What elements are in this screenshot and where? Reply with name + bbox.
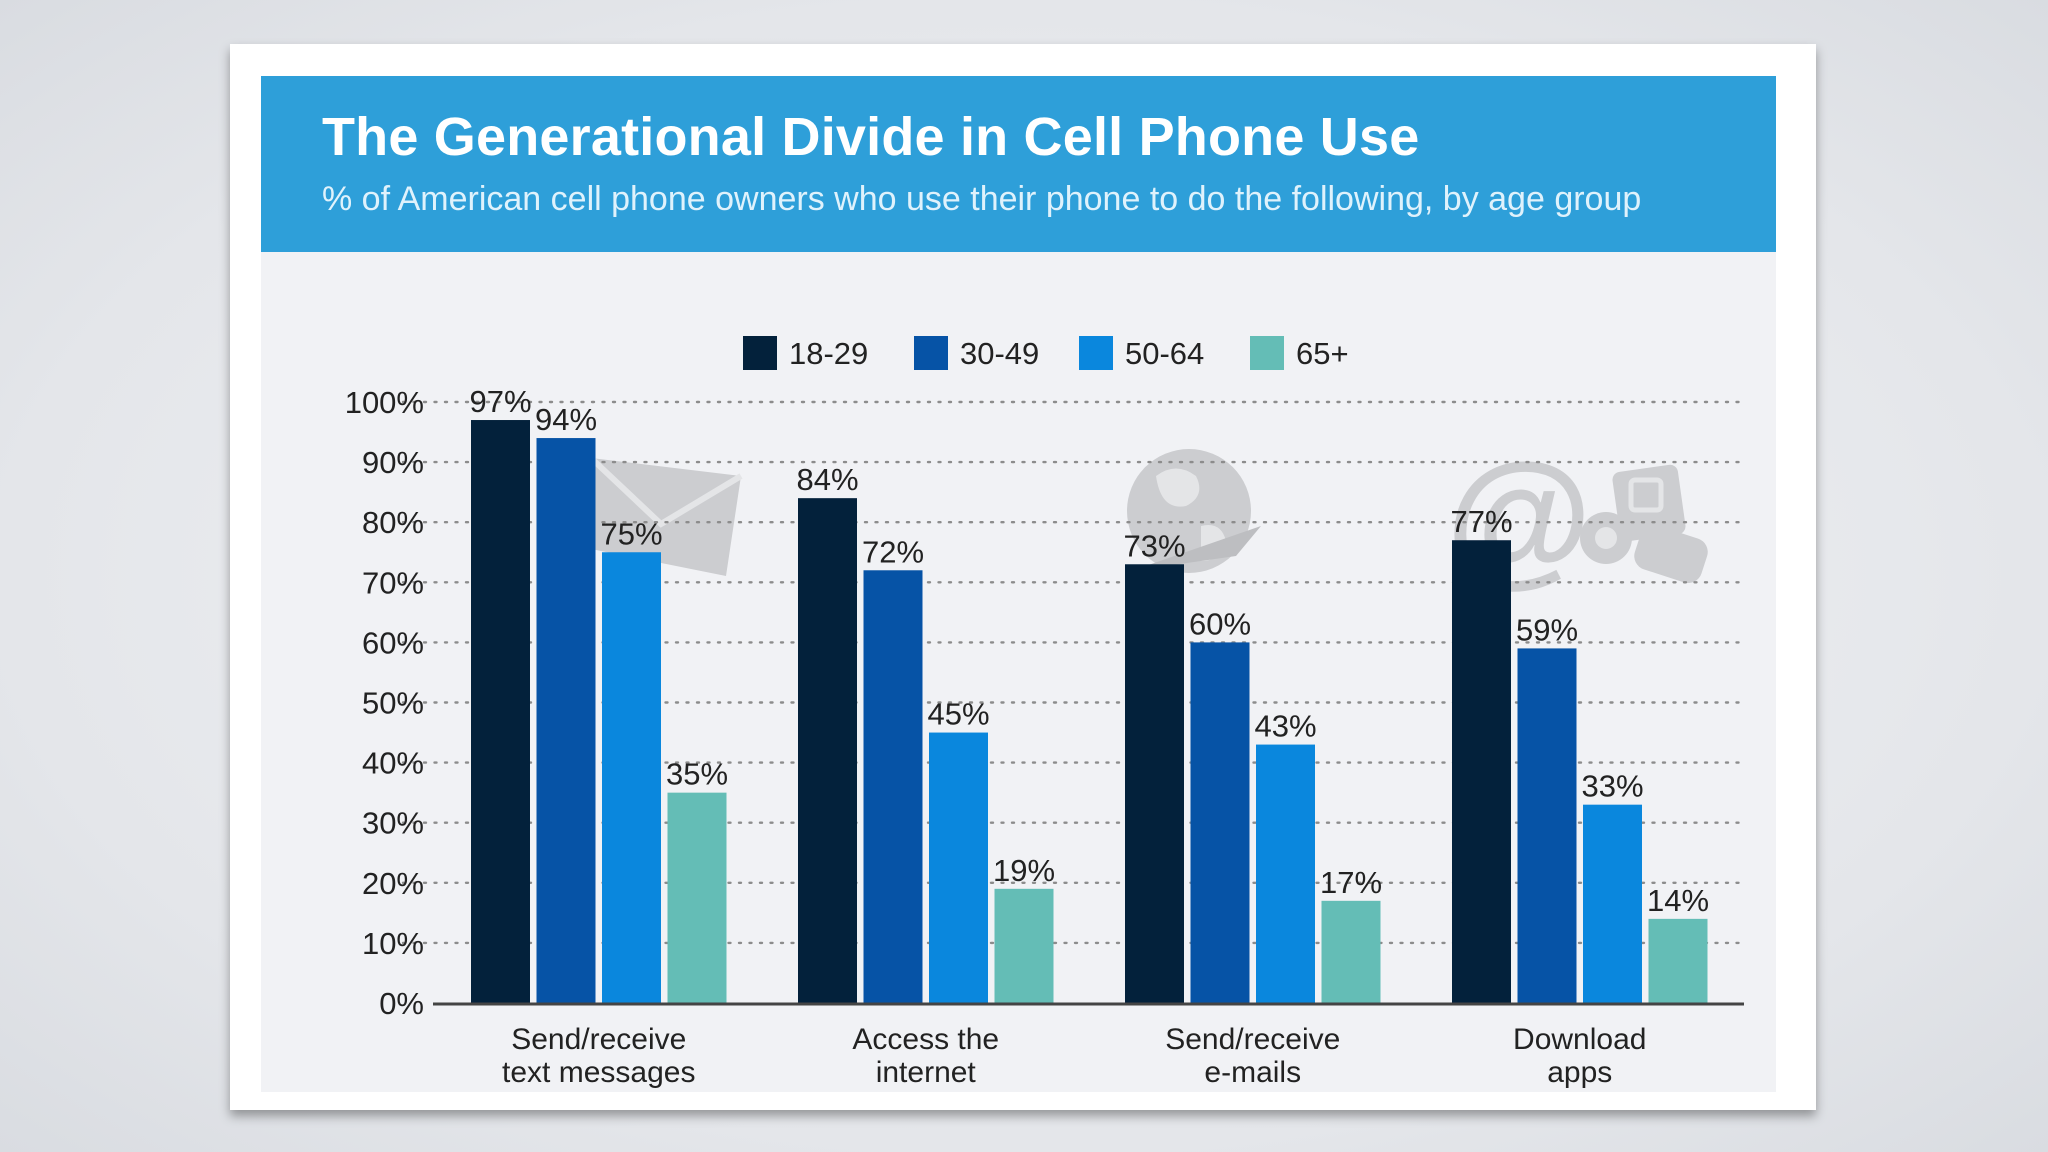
y-tick-label: 10% (362, 926, 424, 961)
bar-30-49-3 (1517, 648, 1577, 1003)
y-tick-label: 100% (345, 385, 424, 420)
legend-item: 50-64 (1079, 336, 1204, 371)
bar-18-29-2 (1125, 564, 1184, 1003)
x-category-label: Access the (852, 1023, 999, 1056)
x-category-label: internet (876, 1056, 977, 1089)
bar-30-49-2 (1190, 642, 1250, 1003)
data-label: 72% (862, 534, 924, 569)
x-category-label: Send/receive (1165, 1023, 1340, 1056)
bar-18-29-1 (798, 498, 857, 1003)
globe-plane-icon (1127, 449, 1261, 573)
data-label: 33% (1581, 769, 1643, 804)
slide-frame: The Generational Divide in Cell Phone Us… (230, 44, 1816, 1110)
legend-label: 65+ (1296, 336, 1349, 371)
chart-title: The Generational Divide in Cell Phone Us… (322, 107, 1420, 167)
x-category-label: text messages (502, 1056, 695, 1089)
y-tick-label: 50% (362, 686, 424, 721)
legend-swatch (1079, 336, 1113, 370)
legend-item: 30-49 (914, 336, 1039, 371)
legend-swatch (743, 336, 777, 370)
bar-65+-2 (1321, 900, 1381, 1003)
bar-65+-0 (667, 792, 727, 1003)
data-label: 84% (796, 462, 858, 497)
chart-header: The Generational Divide in Cell Phone Us… (261, 76, 1776, 252)
bar-65+-1 (994, 888, 1054, 1003)
legend-label: 18-29 (789, 336, 868, 371)
data-label: 77% (1450, 504, 1512, 539)
data-label: 97% (469, 384, 531, 419)
data-label: 19% (993, 853, 1055, 888)
bar-30-49-0 (536, 438, 596, 1003)
data-label: 14% (1647, 883, 1709, 918)
x-category-label: e-mails (1204, 1056, 1301, 1089)
bar-18-29-0 (471, 420, 530, 1003)
y-tick-label: 80% (362, 505, 424, 540)
legend-item: 65+ (1250, 336, 1349, 371)
x-category-label: Download (1513, 1023, 1646, 1056)
y-tick-label: 20% (362, 866, 424, 901)
data-label: 75% (600, 516, 662, 551)
legend-label: 30-49 (960, 336, 1039, 371)
chart-panel: The Generational Divide in Cell Phone Us… (261, 76, 1776, 1092)
chart-subtitle: % of American cell phone owners who use … (322, 180, 1642, 218)
apps-icon (1580, 464, 1708, 584)
bar-50-64-2 (1256, 744, 1315, 1003)
bar-30-49-1 (863, 570, 923, 1003)
data-label: 35% (666, 757, 728, 792)
x-category-label: apps (1547, 1056, 1612, 1089)
bar-18-29-3 (1452, 540, 1511, 1003)
bar-chart: @0%10%20%30%40%50%60%70%80%90%100% 97%84%… (345, 336, 1746, 1089)
y-tick-label: 70% (362, 565, 424, 600)
bar-50-64-1 (929, 732, 988, 1003)
bar-50-64-0 (602, 552, 661, 1003)
data-label: 43% (1254, 709, 1316, 744)
legend-swatch (1250, 336, 1284, 370)
x-category-label: Send/receive (511, 1023, 686, 1056)
data-label: 60% (1189, 606, 1251, 641)
legend-item: 18-29 (743, 336, 868, 371)
data-label: 45% (927, 697, 989, 732)
data-label: 59% (1516, 612, 1578, 647)
bar-50-64-3 (1583, 804, 1642, 1003)
y-tick-label: 0% (379, 986, 424, 1021)
bar-65+-3 (1648, 918, 1708, 1003)
data-label: 17% (1320, 865, 1382, 900)
legend-label: 50-64 (1125, 336, 1204, 371)
y-tick-label: 60% (362, 625, 424, 660)
y-tick-label: 40% (362, 746, 424, 781)
envelope-icon (576, 455, 743, 576)
y-tick-label: 90% (362, 445, 424, 480)
legend-swatch (914, 336, 948, 370)
data-label: 94% (535, 402, 597, 437)
data-label: 73% (1123, 528, 1185, 563)
y-tick-label: 30% (362, 806, 424, 841)
